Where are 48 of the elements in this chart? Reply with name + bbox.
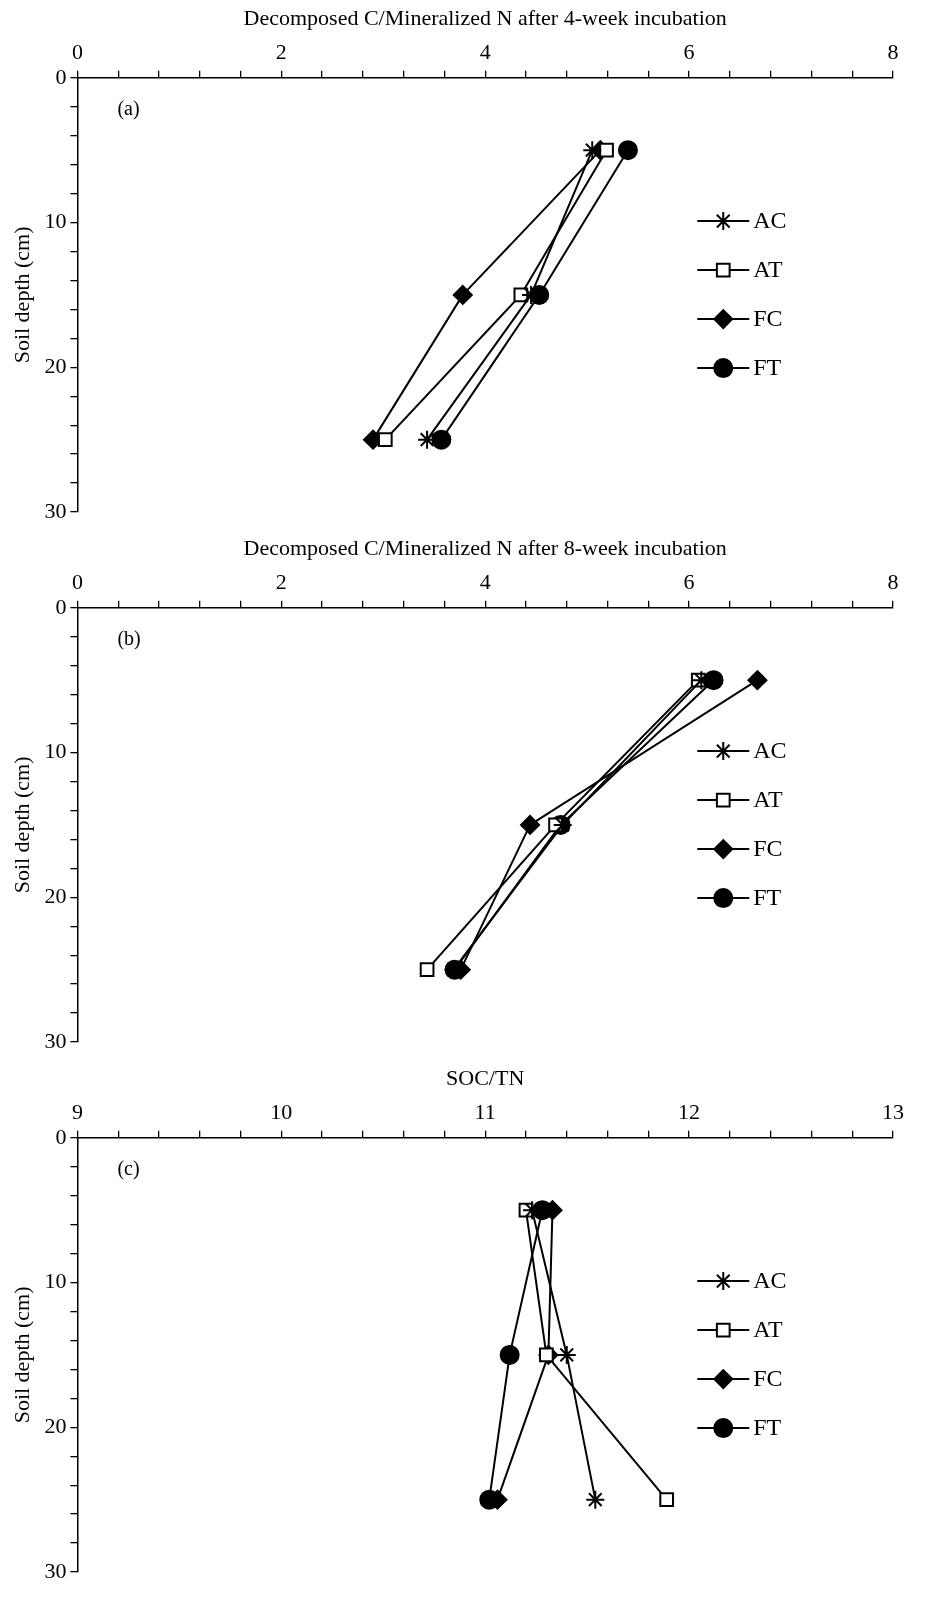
y-tick-label: 30 bbox=[44, 497, 67, 523]
legend-label: AC bbox=[753, 737, 787, 764]
y-axis-title: Soil depth (cm) bbox=[8, 226, 34, 364]
legend-label: FC bbox=[753, 835, 783, 862]
annotation: (a) bbox=[117, 97, 140, 121]
x-tick-label: 8 bbox=[887, 569, 899, 595]
y-tick-label: 10 bbox=[44, 1268, 67, 1294]
legend-label: FC bbox=[753, 1365, 783, 1392]
y-axis-title: Soil depth (cm) bbox=[8, 756, 34, 894]
x-tick-label: 4 bbox=[479, 569, 491, 595]
x-axis-title: Decomposed C/Mineralized N after 8-week incubation bbox=[243, 534, 727, 560]
annotation: (b) bbox=[117, 627, 141, 651]
x-axis-title: SOC/TN bbox=[446, 1064, 525, 1090]
x-tick-label: 8 bbox=[887, 39, 899, 65]
y-tick-label: 10 bbox=[44, 738, 67, 764]
x-tick-label: 2 bbox=[275, 569, 287, 595]
y-tick-label: 20 bbox=[44, 883, 67, 909]
x-tick-label: 12 bbox=[678, 1099, 701, 1125]
legend-label: AC bbox=[753, 1267, 787, 1294]
legend-label: AT bbox=[753, 256, 783, 283]
x-tick-label: 13 bbox=[882, 1099, 904, 1125]
legend-label: FC bbox=[753, 305, 783, 332]
x-tick-label: 4 bbox=[479, 39, 491, 65]
y-tick-label: 0 bbox=[55, 1123, 67, 1149]
y-tick-label: 20 bbox=[44, 1413, 67, 1439]
y-tick-label: 10 bbox=[44, 208, 67, 234]
annotation: (c) bbox=[117, 1157, 140, 1181]
legend-label: FT bbox=[753, 884, 782, 911]
x-tick-label: 11 bbox=[474, 1099, 496, 1125]
legend-label: FT bbox=[753, 1414, 782, 1441]
x-tick-label: 6 bbox=[683, 569, 695, 595]
legend-label: FT bbox=[753, 354, 782, 381]
y-tick-label: 30 bbox=[44, 1027, 67, 1053]
x-tick-label: 0 bbox=[71, 39, 83, 65]
x-tick-label: 9 bbox=[71, 1099, 83, 1125]
x-tick-label: 2 bbox=[275, 39, 287, 65]
legend-label: AT bbox=[753, 1316, 783, 1343]
y-tick-label: 0 bbox=[55, 593, 67, 619]
x-tick-label: 10 bbox=[270, 1099, 293, 1125]
y-tick-label: 30 bbox=[44, 1557, 67, 1583]
x-tick-label: 6 bbox=[683, 39, 695, 65]
x-axis-title: Decomposed C/Mineralized N after 4-week incubation bbox=[243, 4, 727, 30]
legend-label: AC bbox=[753, 207, 787, 234]
x-tick-label: 0 bbox=[71, 569, 83, 595]
legend-label: AT bbox=[753, 786, 783, 813]
y-tick-label: 20 bbox=[44, 353, 67, 379]
y-tick-label: 0 bbox=[55, 63, 67, 89]
y-axis-title: Soil depth (cm) bbox=[8, 1286, 34, 1424]
